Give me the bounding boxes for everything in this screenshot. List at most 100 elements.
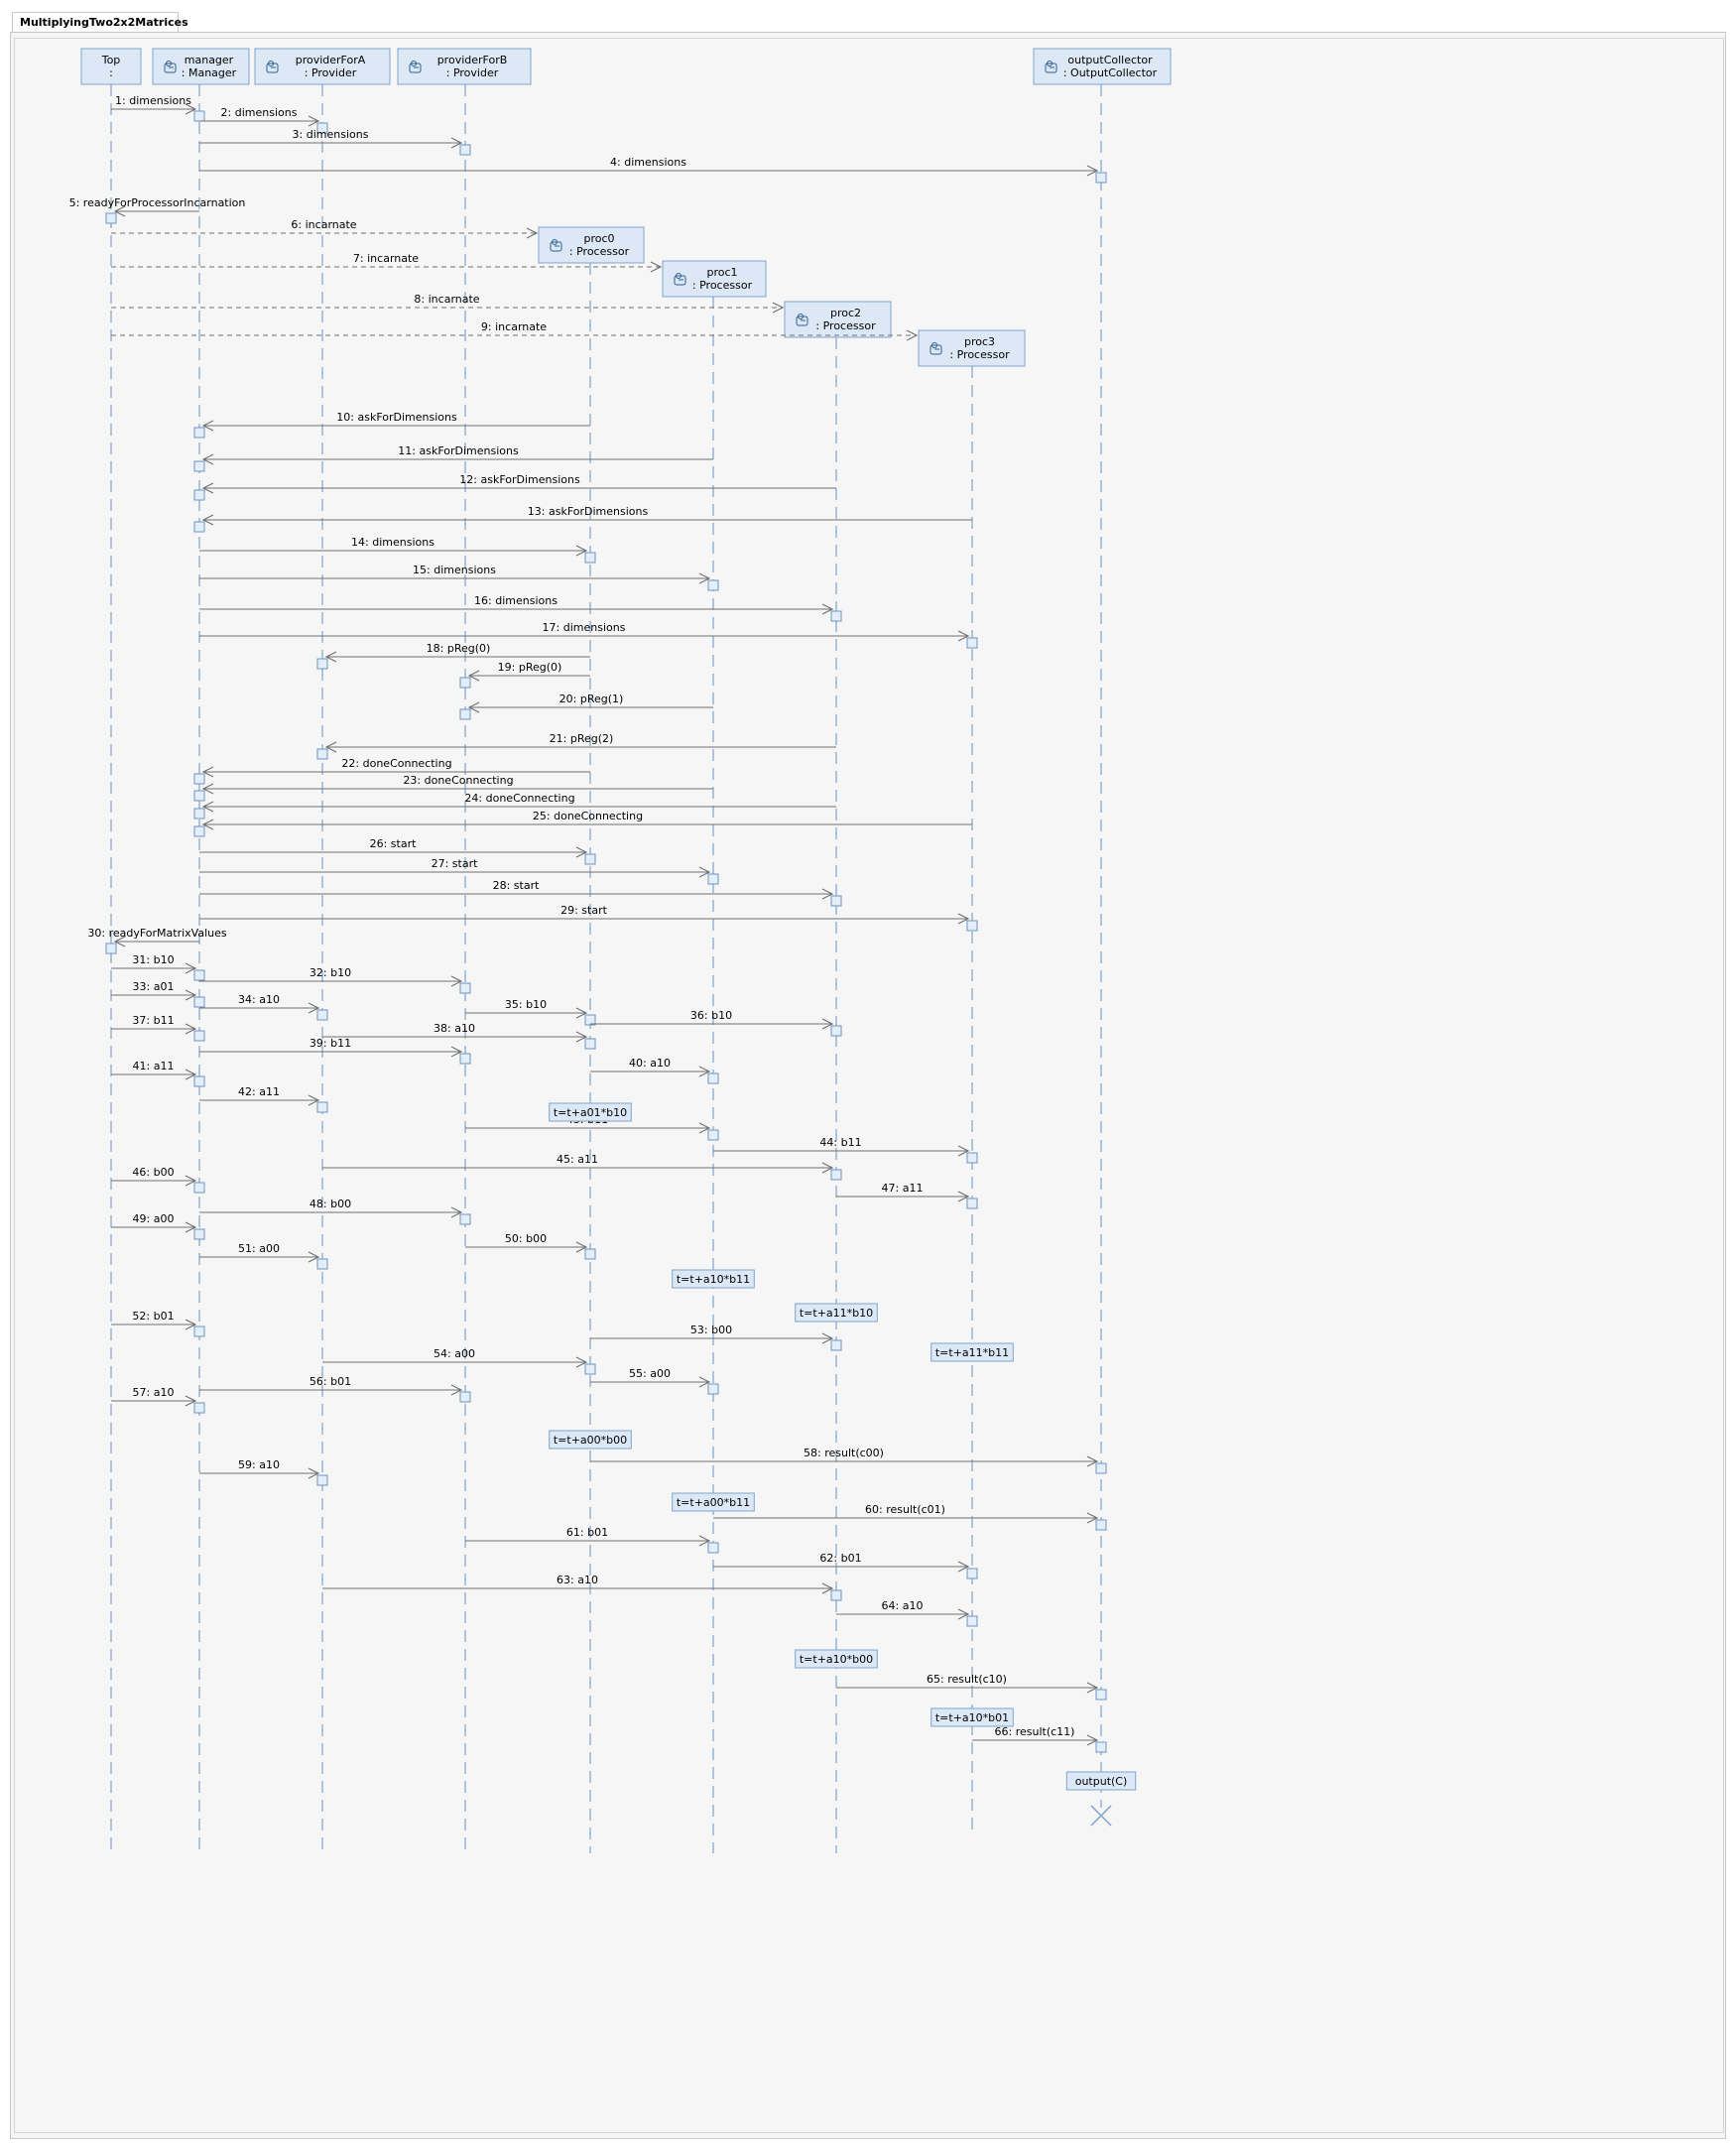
message-label: 66: result(c11): [995, 1725, 1075, 1738]
lifeline-proc3[interactable]: proc3: Processor: [918, 329, 1026, 1833]
lifeline-head[interactable]: [397, 48, 532, 85]
lifeline-head[interactable]: [538, 226, 645, 264]
message-17[interactable]: 17: dimensions: [199, 621, 978, 649]
message-16[interactable]: 16: dimensions: [199, 594, 842, 622]
message-50[interactable]: 50: b00: [465, 1232, 596, 1260]
action-note[interactable]: t=t+a10*b01: [930, 1707, 1014, 1727]
message-35[interactable]: 35: b10: [465, 998, 596, 1026]
message-27[interactable]: 27: start: [199, 857, 719, 885]
activation-bar: [966, 1615, 978, 1627]
message-3[interactable]: 3: dimensions: [199, 128, 471, 156]
message-28[interactable]: 28: start: [199, 879, 842, 907]
message-41[interactable]: 41: a11: [111, 1060, 205, 1087]
action-note[interactable]: t=t+a11*b10: [795, 1303, 878, 1323]
message-22[interactable]: 22: doneConnecting: [193, 757, 590, 785]
lifeline-providerB[interactable]: providerForB: Provider: [397, 48, 532, 1853]
message-42[interactable]: 42: a11: [199, 1085, 328, 1113]
message-8[interactable]: 8: incarnate: [111, 293, 785, 314]
message-6[interactable]: 6: incarnate: [111, 218, 539, 239]
message-66[interactable]: 66: result(c11): [972, 1725, 1107, 1753]
action-note[interactable]: t=t+a00*b00: [549, 1430, 632, 1450]
message-33[interactable]: 33: a01: [111, 980, 205, 1008]
message-47[interactable]: 47: a11: [836, 1182, 978, 1209]
message-40[interactable]: 40: a10: [590, 1057, 719, 1084]
message-19[interactable]: 19: pReg(0): [459, 661, 590, 689]
message-label: 7: incarnate: [353, 252, 419, 265]
message-56[interactable]: 56: b01: [199, 1375, 471, 1403]
activation-bar: [830, 1339, 842, 1351]
message-23[interactable]: 23: doneConnecting: [193, 774, 713, 802]
action-note[interactable]: t=t+a01*b10: [549, 1102, 632, 1122]
message-1[interactable]: 1: dimensions: [111, 94, 205, 122]
message-55[interactable]: 55: a00: [590, 1367, 719, 1395]
message-5[interactable]: 5: readyForProcessorIncarnation: [69, 196, 246, 224]
message-13[interactable]: 13: askForDimensions: [193, 505, 972, 533]
diagram-canvas[interactable]: [14, 38, 1724, 2133]
lifeline-head[interactable]: [784, 301, 892, 338]
action-note[interactable]: output(C): [1065, 1771, 1137, 1791]
lifeline-head[interactable]: [152, 48, 250, 85]
action-note[interactable]: t=t+a11*b11: [930, 1342, 1014, 1362]
message-57[interactable]: 57: a10: [111, 1386, 205, 1414]
action-note[interactable]: t=t+a00*b11: [672, 1492, 755, 1512]
message-39[interactable]: 39: b11: [199, 1037, 471, 1065]
message-34[interactable]: 34: a10: [199, 993, 328, 1021]
message-64[interactable]: 64: a10: [836, 1599, 978, 1627]
message-10[interactable]: 10: askForDimensions: [193, 411, 590, 439]
message-51[interactable]: 51: a00: [199, 1242, 328, 1270]
message-38[interactable]: 38: a10: [322, 1022, 596, 1050]
message-45[interactable]: 45: a11: [322, 1153, 842, 1181]
message-20[interactable]: 20: pReg(1): [459, 693, 713, 720]
message-18[interactable]: 18: pReg(0): [316, 642, 590, 670]
message-60[interactable]: 60: result(c01): [713, 1503, 1107, 1531]
message-24[interactable]: 24: doneConnecting: [193, 792, 836, 820]
message-62[interactable]: 62: b01: [713, 1552, 978, 1579]
activation-bar: [830, 895, 842, 907]
lifeline-top[interactable]: Top:: [80, 48, 142, 1853]
lifeline-head[interactable]: [918, 329, 1026, 367]
message-label: 49: a00: [133, 1212, 175, 1225]
message-15[interactable]: 15: dimensions: [199, 564, 719, 591]
message-30[interactable]: 30: readyForMatrixValues: [87, 927, 227, 954]
message-9[interactable]: 9: incarnate: [111, 320, 919, 341]
message-63[interactable]: 63: a10: [322, 1574, 842, 1601]
lifeline-collector[interactable]: outputCollector: OutputCollector: [1033, 48, 1172, 1808]
message-65[interactable]: 65: result(c10): [836, 1673, 1107, 1701]
message-26[interactable]: 26: start: [199, 837, 596, 865]
message-7[interactable]: 7: incarnate: [111, 252, 663, 273]
message-36[interactable]: 36: b10: [590, 1009, 842, 1037]
message-58[interactable]: 58: result(c00): [590, 1447, 1107, 1474]
message-25[interactable]: 25: doneConnecting: [193, 810, 972, 837]
message-11[interactable]: 11: askForDimensions: [193, 444, 713, 472]
message-49[interactable]: 49: a00: [111, 1212, 205, 1240]
message-46[interactable]: 46: b00: [111, 1166, 205, 1194]
action-note[interactable]: t=t+a10*b00: [795, 1649, 878, 1669]
message-61[interactable]: 61: b01: [465, 1526, 719, 1554]
message-59[interactable]: 59: a10: [199, 1458, 328, 1486]
lifeline-providerA[interactable]: providerForA: Provider: [254, 48, 391, 1853]
message-label: 40: a10: [629, 1057, 671, 1070]
message-54[interactable]: 54: a00: [322, 1347, 596, 1375]
activation-bar: [584, 853, 596, 865]
message-48[interactable]: 48: b00: [199, 1198, 471, 1225]
diagram-tab[interactable]: MultiplyingTwo2x2Matrices: [12, 12, 188, 32]
message-21[interactable]: 21: pReg(2): [316, 732, 836, 760]
message-4[interactable]: 4: dimensions: [199, 156, 1107, 184]
message-2[interactable]: 2: dimensions: [199, 106, 328, 134]
message-31[interactable]: 31: b10: [111, 953, 205, 981]
message-29[interactable]: 29: start: [199, 904, 978, 932]
message-44[interactable]: 44: b11: [713, 1136, 978, 1164]
message-32[interactable]: 32: b10: [199, 966, 471, 994]
lifeline-head[interactable]: [662, 260, 767, 298]
message-52[interactable]: 52: b01: [111, 1310, 205, 1337]
lifeline-proc2[interactable]: proc2: Processor: [784, 301, 892, 1853]
lifeline-head[interactable]: [80, 48, 142, 85]
message-37[interactable]: 37: b11: [111, 1014, 205, 1042]
message-12[interactable]: 12: askForDimensions: [193, 473, 836, 501]
action-note[interactable]: t=t+a10*b11: [672, 1269, 755, 1289]
lifeline-manager[interactable]: manager: Manager: [152, 48, 250, 1853]
message-14[interactable]: 14: dimensions: [199, 536, 596, 564]
lifeline-proc1[interactable]: proc1: Processor: [662, 260, 767, 1853]
message-53[interactable]: 53: b00: [590, 1324, 842, 1351]
